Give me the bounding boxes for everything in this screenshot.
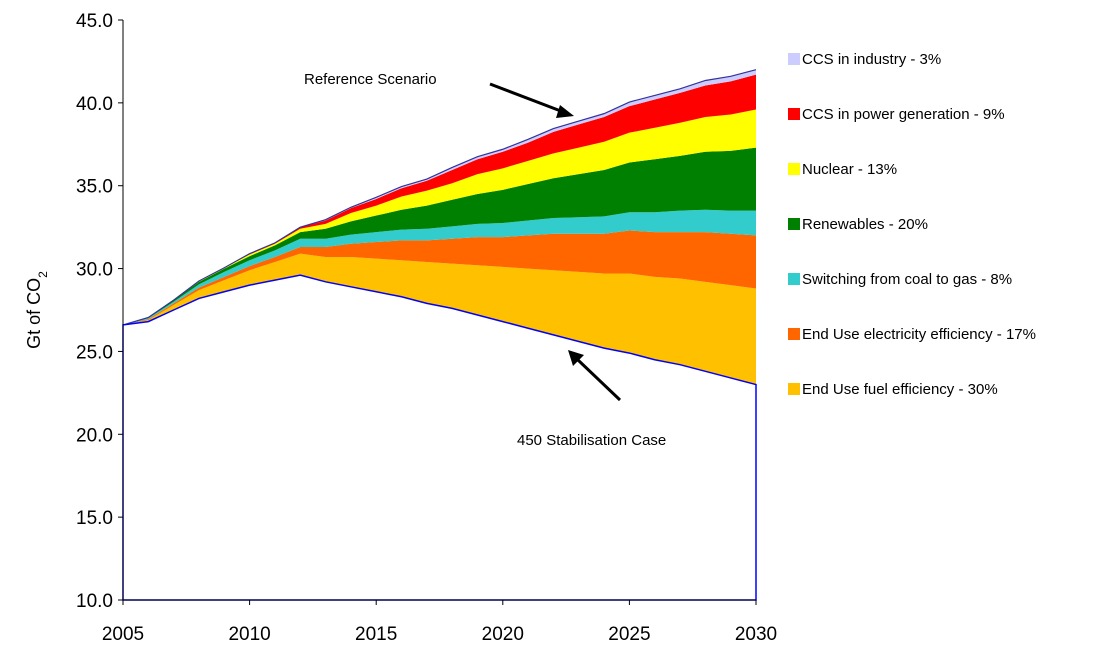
legend-label: Renewables - 20%: [802, 215, 928, 233]
annotations: Reference Scenario 450 Stabilisation Cas…: [304, 71, 666, 449]
legend-item: End Use electricity efficiency - 17%: [788, 323, 1036, 345]
stabilisation-case-label: 450 Stabilisation Case: [517, 432, 666, 449]
stabilisation-case-area: [122, 274, 757, 601]
legend-label: CCS in power generation - 9%: [802, 105, 1005, 123]
reference-scenario-label: Reference Scenario: [304, 71, 437, 88]
legend-label: Nuclear - 13%: [802, 160, 898, 178]
legend-swatch: [788, 273, 800, 285]
reference-scenario-line: [122, 69, 757, 326]
y-axis-title: Gt of CO2: [24, 271, 50, 349]
svg-text:Gt of CO2: Gt of CO2: [24, 271, 50, 349]
reference-arrow-line: [489, 82, 567, 115]
legend-item: Switching from coal to gas - 8%: [788, 268, 1012, 290]
y-tick-label: 15.0: [76, 508, 113, 529]
reference-arrow-head: [556, 105, 574, 118]
y-axis-title-subscript: 2: [36, 271, 50, 278]
legend-swatch: [788, 218, 800, 230]
x-tick-label: 2005: [102, 624, 144, 645]
stabilisation-base-area: [122, 274, 757, 601]
legend-item: CCS in power generation - 9%: [788, 103, 1005, 125]
y-tick-label: 40.0: [76, 94, 113, 115]
area-series-2: [123, 230, 756, 325]
y-tick-label: 45.0: [76, 11, 113, 32]
legend-swatch: [788, 163, 800, 175]
legend-item: Renewables - 20%: [788, 213, 928, 235]
x-tick-label: 2020: [482, 624, 524, 645]
y-tick-label: 20.0: [76, 425, 113, 446]
area-series-1: [123, 253, 756, 385]
stabilisation-arrow-head: [568, 350, 584, 366]
y-axis-title-main: Gt of CO: [24, 278, 44, 349]
legend-swatch: [788, 53, 800, 65]
area-series-4: [123, 147, 756, 325]
stacked-area-layers: [122, 69, 757, 385]
legend-label: Switching from coal to gas - 8%: [802, 270, 1013, 288]
y-tick-label: 10.0: [76, 591, 113, 612]
y-tick-label: 35.0: [76, 177, 113, 198]
y-tick-label: 25.0: [76, 342, 113, 363]
legend-swatch: [788, 328, 800, 340]
legend-label: CCS in industry - 3%: [802, 50, 942, 68]
axes: 10.0 15.0 20.0 25.0 30.0 35.0 40.0 45.0 2005 2010…: [76, 11, 777, 645]
x-tick-label: 2015: [355, 624, 397, 645]
x-tick-label: 2010: [228, 624, 270, 645]
legend-swatch: [788, 108, 800, 120]
legend-label: End Use fuel efficiency - 30%: [802, 380, 998, 398]
y-tick-label: 30.0: [76, 260, 113, 281]
x-tick-label: 2025: [608, 624, 650, 645]
x-tick-label: 2030: [735, 624, 777, 645]
area-series-6: [123, 74, 756, 325]
legend-item: End Use fuel efficiency - 30%: [788, 378, 998, 400]
legend-swatch: [788, 383, 800, 395]
area-series-3: [123, 209, 756, 325]
legend-item: Nuclear - 13%: [788, 158, 897, 180]
area-series-5: [123, 109, 756, 325]
legend-item: CCS in industry - 3%: [788, 48, 941, 70]
legend-label: End Use electricity efficiency - 17%: [802, 325, 1036, 343]
stabilisation-arrow-line: [576, 358, 622, 402]
